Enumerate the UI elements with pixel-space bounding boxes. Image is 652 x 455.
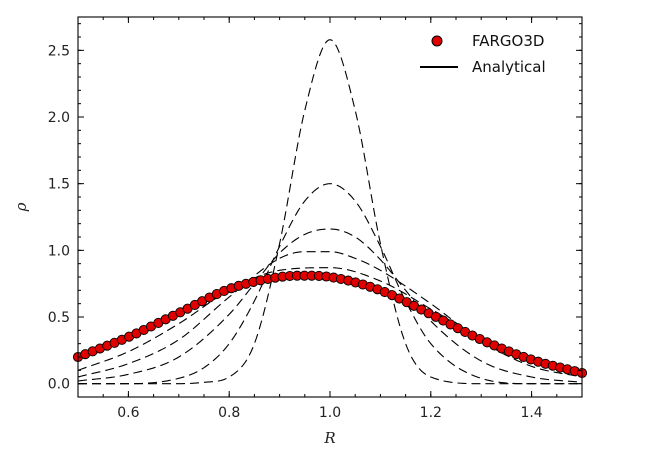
analytical-curve-2 — [77, 228, 583, 383]
y-tick-label: 1.0 — [48, 243, 70, 259]
legend-fargo3d-label: FARGO3D — [472, 32, 544, 50]
x-tick-label: 1.2 — [420, 405, 442, 421]
y-axis-label: ρ — [12, 202, 30, 212]
legend: FARGO3D Analytical — [420, 32, 546, 76]
x-tick-label: 0.6 — [117, 405, 139, 421]
y-tick-label: 2.0 — [48, 110, 70, 126]
fargo3d-points — [72, 270, 588, 379]
y-tick-label: 2.5 — [48, 43, 70, 59]
x-tick-label: 0.8 — [218, 405, 240, 421]
tick-labels: 0.6 0.8 1.0 1.2 1.4 0.0 0.5 1.0 1.5 2.0 2.5 — [48, 43, 543, 421]
analytical-curve-0 — [78, 39, 582, 385]
y-tick-label: 0.5 — [48, 310, 70, 326]
x-tick-label: 1.4 — [520, 405, 542, 421]
legend-fargo3d-marker — [431, 35, 443, 47]
analytical-curve-3 — [77, 251, 583, 378]
x-axis-label: R — [323, 429, 335, 447]
x-tick-label: 1.0 — [319, 405, 341, 421]
axis-ticks — [77, 17, 583, 398]
legend-analytical-label: Analytical — [472, 58, 546, 76]
analytical-curve-1 — [78, 183, 582, 385]
y-tick-label: 1.5 — [48, 177, 70, 193]
y-tick-label: 0.0 — [48, 377, 70, 393]
